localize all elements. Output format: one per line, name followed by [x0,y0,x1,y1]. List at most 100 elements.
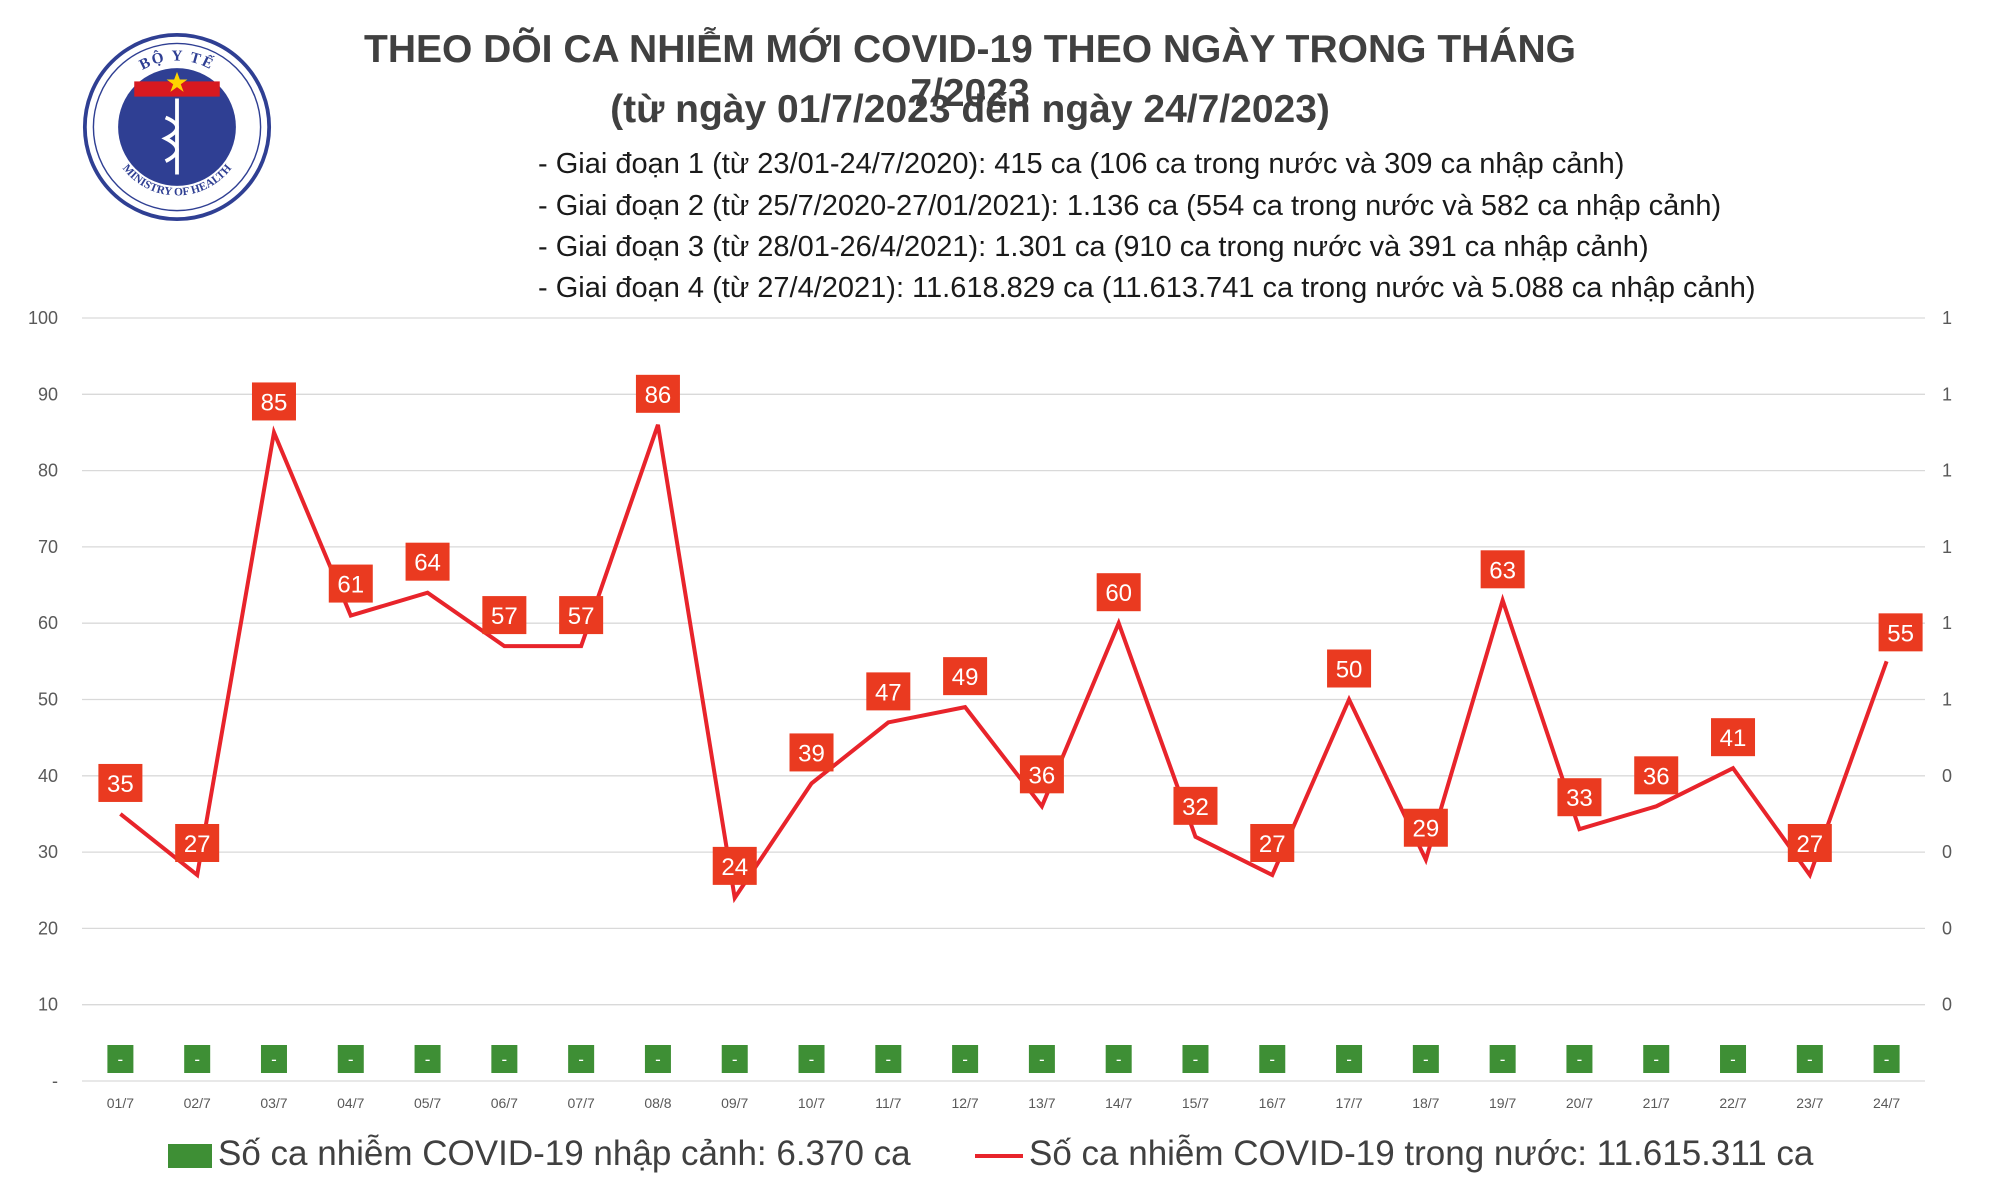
imported-bar [875,1045,902,1073]
imported-value-label: - [502,1050,508,1069]
imported-bar [1105,1045,1132,1073]
y-tick-label-left: 60 [38,613,58,633]
imported-value-label: - [962,1050,968,1069]
imported-value-label: - [1423,1050,1429,1069]
imported-bar [644,1045,671,1073]
y-tick-label-left: 40 [38,766,58,786]
data-label-box [1878,613,1923,652]
data-label: 86 [645,382,672,409]
imported-value-label: - [194,1050,200,1069]
imported-bar [1412,1045,1439,1073]
domestic-series-line [119,424,1889,904]
data-label-box [1711,718,1756,757]
data-label: 27 [184,831,211,858]
phase-3-text: - Giai đoạn 3 (từ 28/01-26/4/2021): 1.30… [538,231,1649,263]
imported-value-label: - [655,1050,661,1069]
data-label-box [1250,823,1295,862]
x-tick-label: 02/7 [184,1095,211,1111]
x-tick-label: 18/7 [1412,1095,1439,1111]
imported-bar [107,1045,134,1073]
imported-bar [1336,1045,1363,1073]
data-label: 36 [1029,762,1056,789]
data-label-box [1634,756,1679,795]
y-tick-label-left: 90 [38,384,58,404]
x-tick-label: 16/7 [1259,1095,1286,1111]
legend-imported-label: Số ca nhiễm COVID-19 nhập cảnh: 6.370 ca [218,1134,911,1173]
x-tick-label: 09/7 [721,1095,748,1111]
y-tick-label-left: 50 [38,690,58,710]
data-label: 35 [107,771,134,798]
x-tick-label: 01/7 [107,1095,134,1111]
y-tick-label-left: 70 [38,537,58,557]
y-tick-label-left: 100 [28,308,58,328]
phase-1-text: - Giai đoạn 1 (từ 23/01-24/7/2020): 415 … [538,148,1625,180]
chart-title: THEO DÕI CA NHIỄM MỚI COVID-19 THEO NGÀY… [364,28,1576,115]
data-label: 36 [1643,763,1670,790]
data-label-box [866,672,911,711]
data-label-box [1403,808,1448,847]
y-tick-label-right: 0 [1942,766,1952,786]
data-label-box [635,374,680,413]
data-label-box [712,846,757,885]
ministry-of-health-logo: BỘ Y TẾ MINISTRY OF HEALTH [82,32,272,222]
data-label-box [328,564,373,603]
data-label: 57 [568,603,595,630]
imported-value-label: - [271,1050,277,1069]
x-tick-label: 12/7 [951,1095,978,1111]
imported-bar [1720,1045,1747,1073]
data-label: 39 [798,740,825,767]
y-tick-label-right: 0 [1942,918,1952,938]
imported-bar [1182,1045,1209,1073]
x-tick-label: 05/7 [414,1095,441,1111]
x-tick-label: 17/7 [1335,1095,1362,1111]
imported-bar [1566,1045,1593,1073]
y-tick-label-right: 1 [1942,384,1952,404]
data-label: 27 [1259,831,1286,858]
imported-value-label: - [1884,1050,1890,1069]
x-tick-label: 06/7 [491,1095,518,1111]
data-label-box [175,823,220,862]
imported-value-label: - [809,1050,815,1069]
x-tick-label: 11/7 [875,1095,901,1111]
data-label-box [1327,649,1372,688]
x-tick-label: 07/7 [568,1095,595,1111]
data-label: 63 [1489,557,1516,584]
imported-value-label: - [1116,1050,1122,1069]
y-tick-label-right: 1 [1942,308,1952,328]
y-tick-label-right: 1 [1942,690,1952,710]
y-tick-label-right: 1 [1942,461,1952,481]
x-tick-label: 10/7 [798,1095,825,1111]
imported-bar [721,1045,748,1073]
imported-value-label: - [425,1050,431,1069]
data-label-box [943,657,988,696]
chart-subtitle: (từ ngày 01/7/2023 đến ngày 24/7/2023) [610,88,1330,131]
x-tick-label: 22/7 [1719,1095,1746,1111]
data-label: 57 [491,603,518,630]
x-tick-label: 21/7 [1643,1095,1670,1111]
y-tick-label-left: 30 [38,842,58,862]
y-tick-label-right: 1 [1942,537,1952,557]
imported-bar [337,1045,364,1073]
legend-domestic-swatch [975,1153,1023,1158]
data-label: 60 [1105,580,1132,607]
data-label: 47 [875,679,902,706]
y-tick-label-left: - [52,1071,58,1091]
data-label: 49 [952,664,979,691]
x-tick-label: 20/7 [1566,1095,1593,1111]
x-tick-label: 15/7 [1182,1095,1209,1111]
imported-value-label: - [1039,1050,1045,1069]
y-tick-label-right: 1 [1942,613,1952,633]
y-tick-label-right: 0 [1942,842,1952,862]
imported-bar [1796,1045,1823,1073]
imported-value-label: - [1269,1050,1275,1069]
imported-value-label: - [1500,1050,1506,1069]
legend-imported: Số ca nhiễm COVID-19 nhập cảnh: 6.370 ca [168,1134,911,1174]
phase-2-text: - Giai đoạn 2 (từ 25/7/2020-27/01/2021):… [538,190,1722,222]
data-label-box [405,542,450,581]
imported-bar [414,1045,441,1073]
imported-bar [798,1045,825,1073]
imported-value-label: - [578,1050,584,1069]
data-label-box [1480,550,1525,589]
data-label: 85 [261,389,288,416]
